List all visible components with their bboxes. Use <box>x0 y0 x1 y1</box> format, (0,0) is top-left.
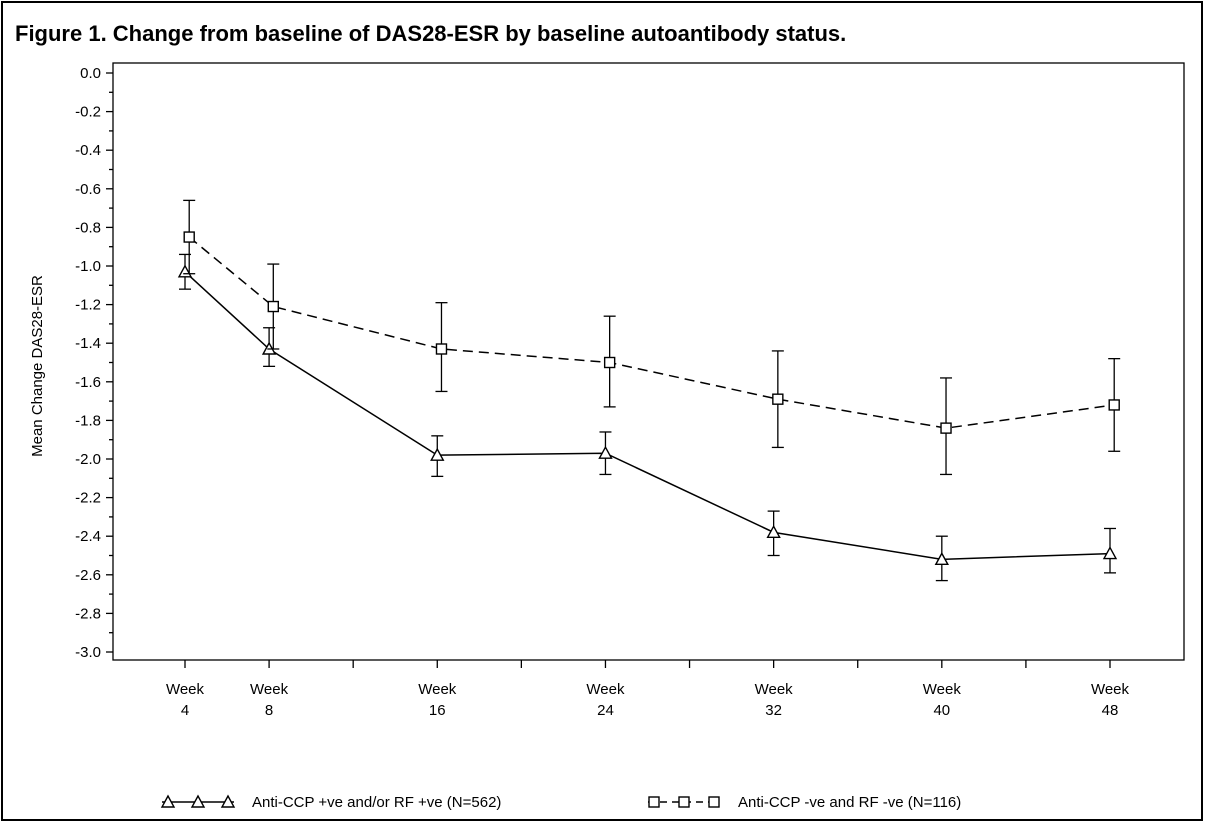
square-marker <box>648 796 660 808</box>
y-tick-label: -0.4 <box>75 142 101 159</box>
series-layer <box>177 199 1121 582</box>
y-tick-label: -1.2 <box>75 297 101 314</box>
triangle-marker <box>934 551 949 566</box>
triangle-marker <box>766 524 781 539</box>
x-tick-label-number: 48 <box>1102 702 1119 719</box>
triangle-marker <box>160 794 176 808</box>
square-marker <box>183 231 195 243</box>
square-marker <box>940 422 952 434</box>
x-tick-label-week: Week <box>1091 681 1130 698</box>
y-tick-label: -2.4 <box>75 528 101 545</box>
y-tick-label: -2.6 <box>75 567 101 584</box>
y-tick-label: -1.8 <box>75 412 101 429</box>
square-marker <box>1108 399 1120 411</box>
x-tick-label-number: 32 <box>765 702 782 719</box>
y-tick-label: -1.4 <box>75 335 101 352</box>
y-axis-title: Mean Change DAS28-ESR <box>29 275 46 457</box>
y-tick-label: -2.8 <box>75 605 101 622</box>
square-marker <box>267 300 279 313</box>
legend-label: Anti-CCP +ve and/or RF +ve (N=562) <box>252 794 501 811</box>
x-tick-label-week: Week <box>418 681 457 698</box>
triangle-marker <box>430 447 445 461</box>
triangle-marker <box>1102 546 1118 560</box>
y-tick-label: -0.2 <box>75 104 101 121</box>
y-tick-label: -1.0 <box>75 258 101 275</box>
square-marker <box>435 343 448 355</box>
x-tick-label-week: Week <box>586 681 625 698</box>
series-line <box>188 236 1115 429</box>
series-triangle <box>177 253 1118 582</box>
x-tick-label-number: 40 <box>933 702 950 719</box>
series-line <box>184 271 1111 561</box>
y-tick-label: -2.2 <box>75 490 101 507</box>
triangle-marker <box>598 445 613 459</box>
x-tick-label-week: Week <box>755 681 794 698</box>
x-tick-label-number: 24 <box>597 702 614 719</box>
x-tick-label-week: Week <box>923 681 962 698</box>
square-marker <box>603 356 616 369</box>
y-tick-label: 0.0 <box>80 65 101 82</box>
square-marker <box>772 393 784 405</box>
legend: Anti-CCP +ve and/or RF +ve (N=562) Anti-C… <box>160 794 961 811</box>
figure-title: Figure 1. Change from baseline of DAS28-… <box>15 21 847 46</box>
triangle-marker <box>190 794 206 808</box>
y-tick-label: -3.0 <box>75 644 101 661</box>
y-tick-label: -2.0 <box>75 451 101 468</box>
x-axis: Week 4 Week 8 Week 16 Week 24 Week 32 Week 40 Week 48 <box>166 660 1130 719</box>
y-axis: 0.0 -0.2 -0.4 -0.6 -0.8 -1.0 -1.2 -1.4 -1.6 -1.8 -… <box>75 65 113 661</box>
square-marker <box>678 796 690 808</box>
y-tick-label: -0.6 <box>75 181 101 198</box>
square-marker <box>708 796 720 808</box>
y-tick-label: -1.6 <box>75 374 101 391</box>
triangle-marker <box>220 794 236 808</box>
x-tick-label-number: 16 <box>429 702 446 719</box>
y-tick-label: -0.8 <box>75 219 101 236</box>
x-tick-label-week: Week <box>166 681 205 698</box>
plot-frame <box>112 62 1185 661</box>
x-tick-label-week: Week <box>250 681 289 698</box>
x-tick-label-number: 4 <box>181 702 189 719</box>
legend-label: Anti-CCP -ve and RF -ve (N=116) <box>738 794 961 811</box>
series-square <box>183 199 1121 476</box>
x-tick-label-number: 8 <box>265 702 273 719</box>
